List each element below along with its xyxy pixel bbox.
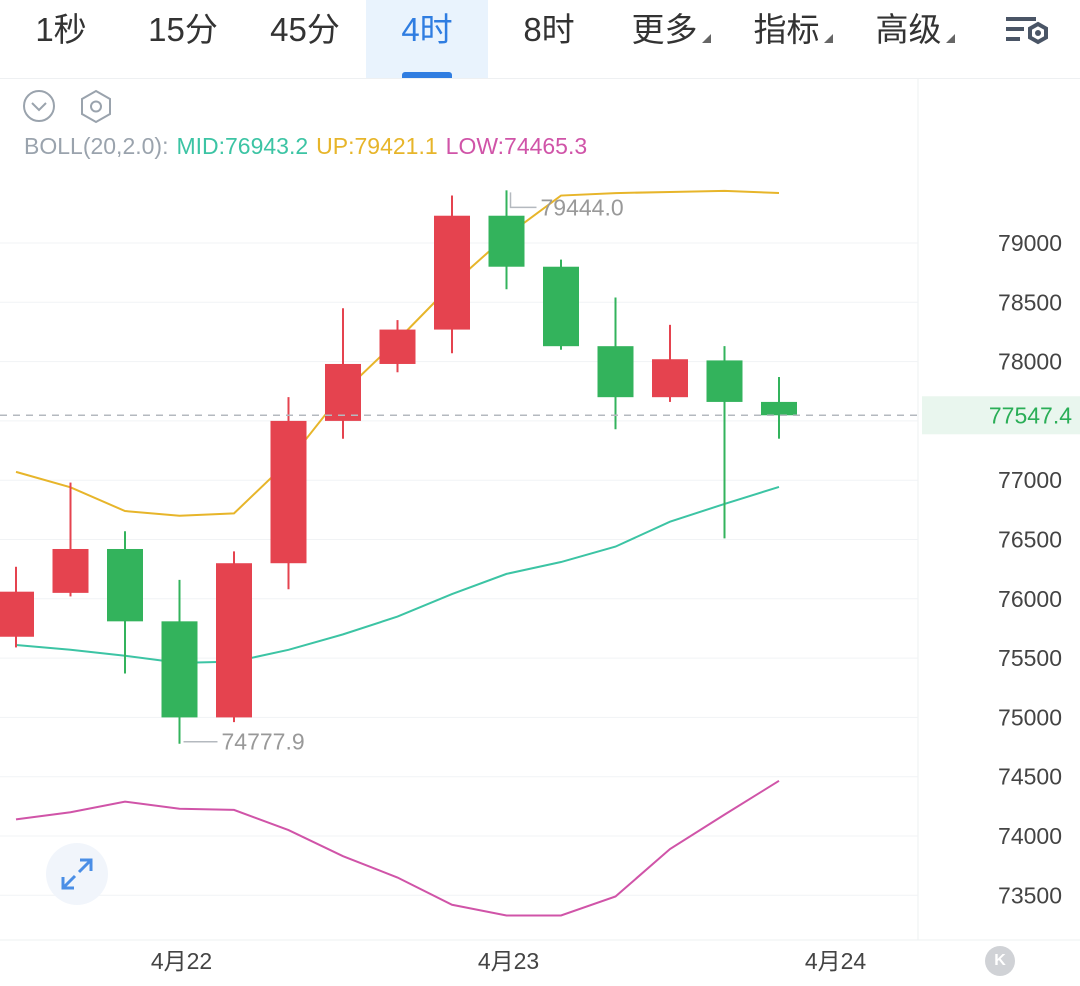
- chevron-down-circle-icon[interactable]: [23, 90, 55, 122]
- tab-7[interactable]: 指标: [732, 0, 854, 78]
- candle-body: [434, 215, 470, 330]
- tab-5[interactable]: 8时: [488, 0, 610, 78]
- y-tick-label: 76500: [998, 527, 1062, 553]
- candle-body: [597, 346, 634, 398]
- tab-label: 指标: [753, 11, 820, 48]
- low-annotation-label: 74777.9: [222, 729, 305, 755]
- chart-area[interactable]: 7900078500780007750077000765007600075500…: [0, 78, 1080, 986]
- tab-6[interactable]: 更多: [610, 0, 732, 78]
- tab-3[interactable]: 45分: [244, 0, 366, 78]
- y-tick-label: 78000: [998, 349, 1062, 375]
- tab-label: 15分: [148, 11, 218, 48]
- x-tick-label: 4月24: [805, 948, 867, 974]
- dropdown-caret-icon: [945, 34, 955, 43]
- chart-settings-icon: [1006, 17, 1048, 45]
- tab-label: 4时: [401, 11, 453, 48]
- tab-label: 45分: [270, 11, 340, 48]
- dropdown-caret-icon: [701, 34, 711, 43]
- y-tick-label: 77000: [998, 467, 1062, 493]
- y-tick-label: 73500: [998, 882, 1062, 908]
- candle-body: [488, 215, 525, 267]
- candle-body: [325, 363, 361, 421]
- active-tab-indicator: [402, 72, 452, 78]
- x-tick-label: 4月23: [478, 948, 539, 974]
- dropdown-caret-icon: [823, 34, 833, 43]
- candle-body: [706, 360, 743, 402]
- candle-body: [216, 563, 252, 718]
- y-tick-label: 75000: [998, 704, 1062, 730]
- boll-label: BOLL(20,2.0):: [24, 133, 169, 159]
- candle-body: [379, 329, 416, 364]
- boll-low-value: LOW:74465.3: [445, 133, 588, 159]
- tab-1[interactable]: 1秒: [0, 0, 122, 78]
- boll-low-line: [15, 779, 780, 917]
- high-annotation-leader: [509, 192, 537, 209]
- tab-label: 8时: [523, 11, 575, 48]
- tab-label: 高级: [875, 11, 942, 48]
- timeframe-tab-bar: 1秒 15分 45分 4时 8时 更多 指标 高级: [0, 0, 1080, 79]
- tab-label: 1秒: [35, 11, 87, 48]
- last-price-tag: [922, 396, 1080, 435]
- tab-2[interactable]: 15分: [122, 0, 244, 78]
- tab-4[interactable]: 4时: [366, 0, 488, 78]
- k-line-button[interactable]: K: [985, 946, 1015, 976]
- y-tick-label: 78500: [998, 289, 1062, 315]
- boll-mid-line: [15, 485, 780, 664]
- chart-toolbar-icons: [22, 89, 122, 125]
- candle-body: [543, 266, 579, 347]
- candle-body: [161, 621, 198, 718]
- boll-up-value: UP:79421.1: [316, 133, 438, 159]
- expand-arrows-icon: [61, 858, 93, 890]
- tab-label: 更多: [631, 11, 698, 48]
- candlestick-chart: 7900078500780007750077000765007600075500…: [0, 78, 1080, 974]
- high-annotation-label: 79444.0: [541, 194, 624, 220]
- candle-body: [107, 548, 143, 622]
- y-tick-label: 75500: [998, 645, 1062, 671]
- y-tick-label: 76000: [998, 586, 1062, 612]
- y-tick-label: 74500: [998, 764, 1062, 790]
- boll-mid-value: MID:76943.2: [176, 133, 309, 159]
- candle-body: [0, 591, 34, 637]
- boll-indicator-readout: BOLL(20,2.0): MID:76943.2 UP:79421.1 LOW:74…: [24, 133, 595, 160]
- candle-body: [52, 548, 89, 593]
- candle-body: [270, 420, 307, 564]
- y-tick-label: 79000: [998, 230, 1062, 256]
- y-tick-label: 74000: [998, 823, 1062, 849]
- chart-settings-button[interactable]: [1000, 8, 1060, 56]
- expand-chart-button[interactable]: [46, 843, 108, 905]
- last-price-label: 77547.4: [989, 402, 1072, 428]
- tab-8[interactable]: 高级: [854, 0, 976, 78]
- candle-body: [761, 401, 797, 416]
- hexagon-settings-icon[interactable]: [81, 89, 111, 124]
- candle-body: [652, 359, 688, 398]
- x-tick-label: 4月22: [151, 948, 212, 974]
